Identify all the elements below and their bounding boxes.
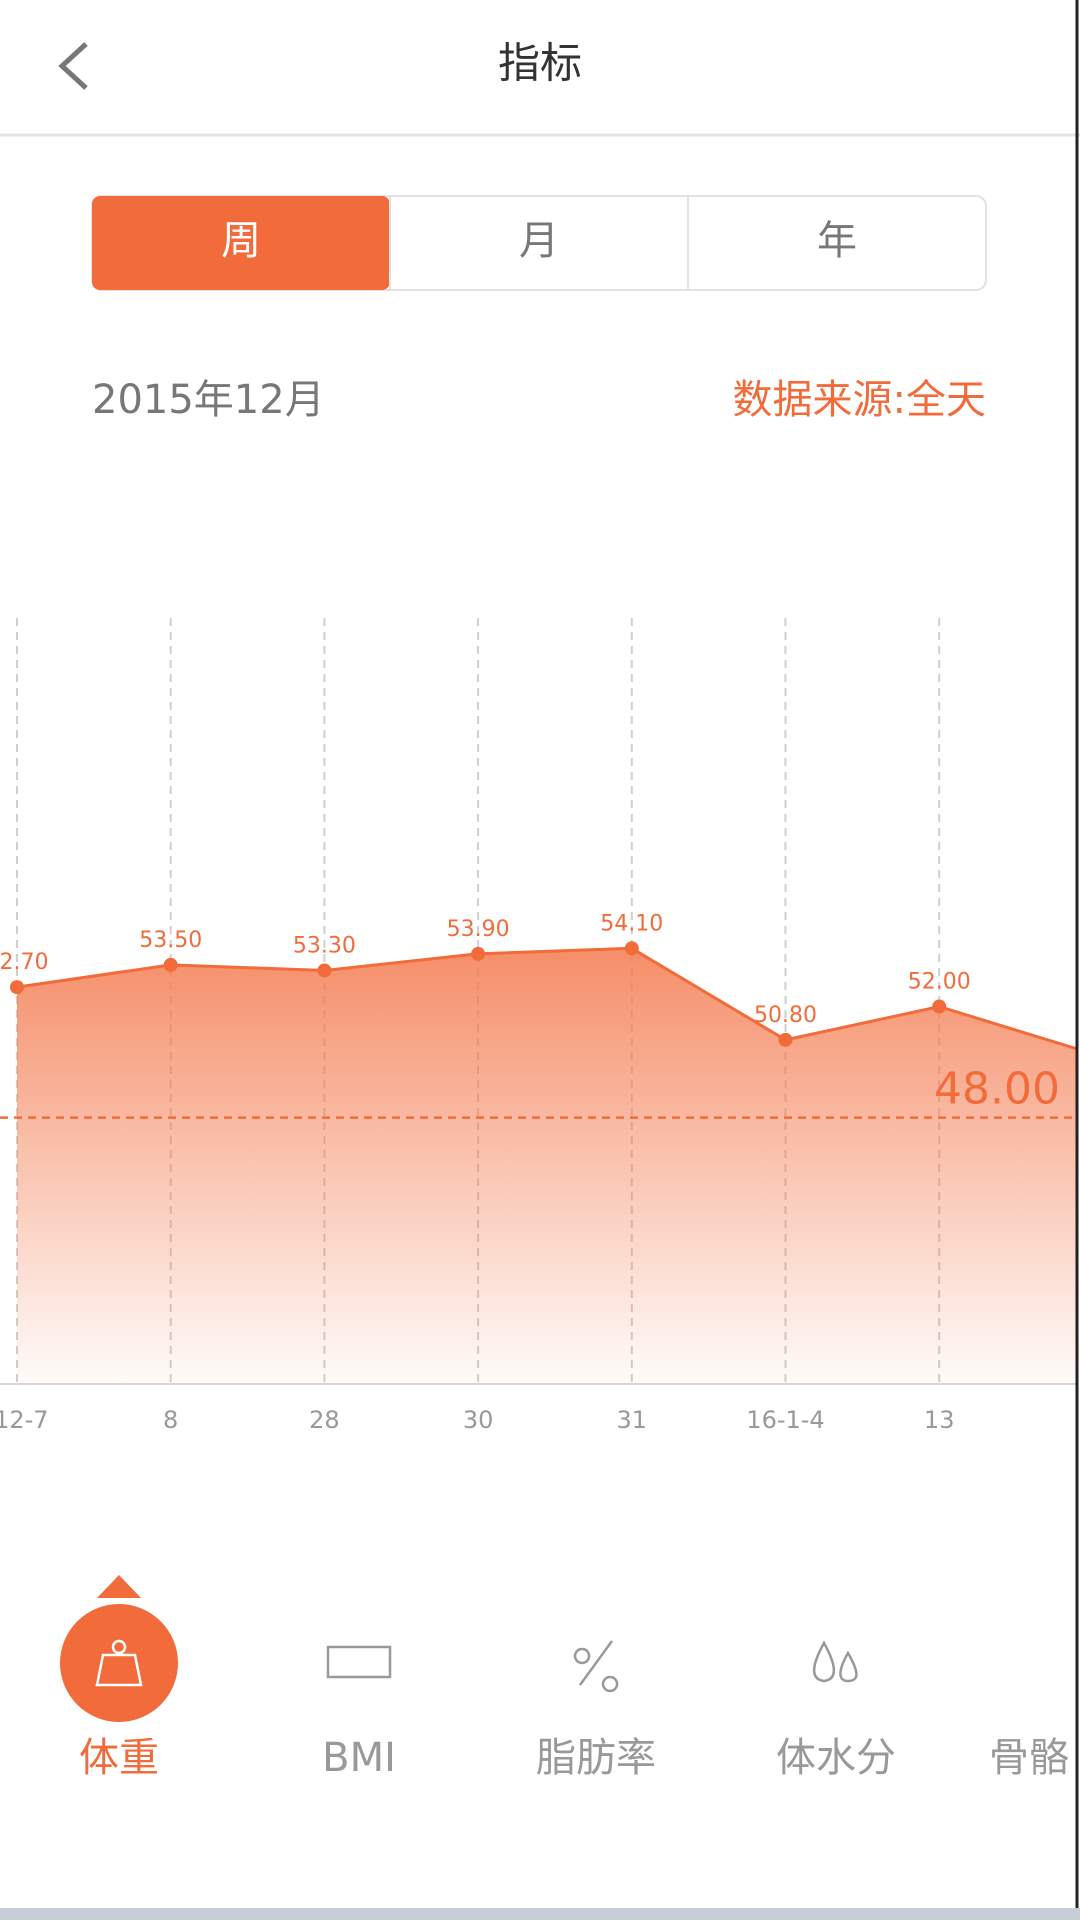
value-label: 52.00 [908,970,971,995]
data-point [10,980,24,995]
back-button[interactable] [58,42,88,90]
data-line [16,946,1076,1051]
data-point [163,957,178,972]
nav-label[interactable]: 体水分 [776,1735,896,1781]
value-label: 50.80 [754,1003,817,1028]
period-label: 2015年12月 [92,377,325,423]
area-fill [17,948,1076,1384]
header-title: 指标 [498,39,582,88]
value-label: 52.70 [0,950,48,975]
x-tick-label: 28 [309,1406,340,1434]
data-point [317,963,332,978]
x-tick-label: 13 [924,1406,955,1434]
nav-active-bg [60,1604,178,1722]
ruler-icon [326,1645,392,1679]
data-point [778,1032,793,1047]
x-tick-label: 16-1-4 [746,1406,824,1434]
nav-label[interactable]: 骨骼 [989,1735,1069,1781]
data-source[interactable]: 数据来源:全天 [733,377,986,423]
value-label: 54.10 [600,911,663,936]
nav-label[interactable]: 脂肪率 [536,1735,656,1781]
tab-label[interactable]: 年 [817,218,857,264]
weight-icon [95,1639,143,1687]
value-label: 53.50 [139,928,202,953]
water-icon [813,1640,858,1683]
reference-label: 48.00 [934,1064,1060,1115]
nav-label[interactable]: BMI [322,1735,396,1781]
tab-label[interactable]: 周 [221,218,261,264]
x-tick-label: 30 [463,1406,494,1434]
data-point [932,999,947,1014]
bottom-strip [0,1908,1080,1920]
nav-label[interactable]: 体重 [79,1735,159,1781]
nav-indicator [97,1575,141,1598]
data-point [471,946,486,961]
tab-active [92,196,390,290]
x-tick-label: 31 [617,1406,648,1434]
percent-icon [573,1640,619,1693]
data-point [624,941,639,956]
value-label: 53.30 [293,933,356,958]
value-label: 53.90 [447,917,510,942]
x-tick-label: -12-7 [0,1406,49,1434]
tab-label[interactable]: 月 [519,218,559,264]
x-tick-label: 8 [163,1406,178,1434]
